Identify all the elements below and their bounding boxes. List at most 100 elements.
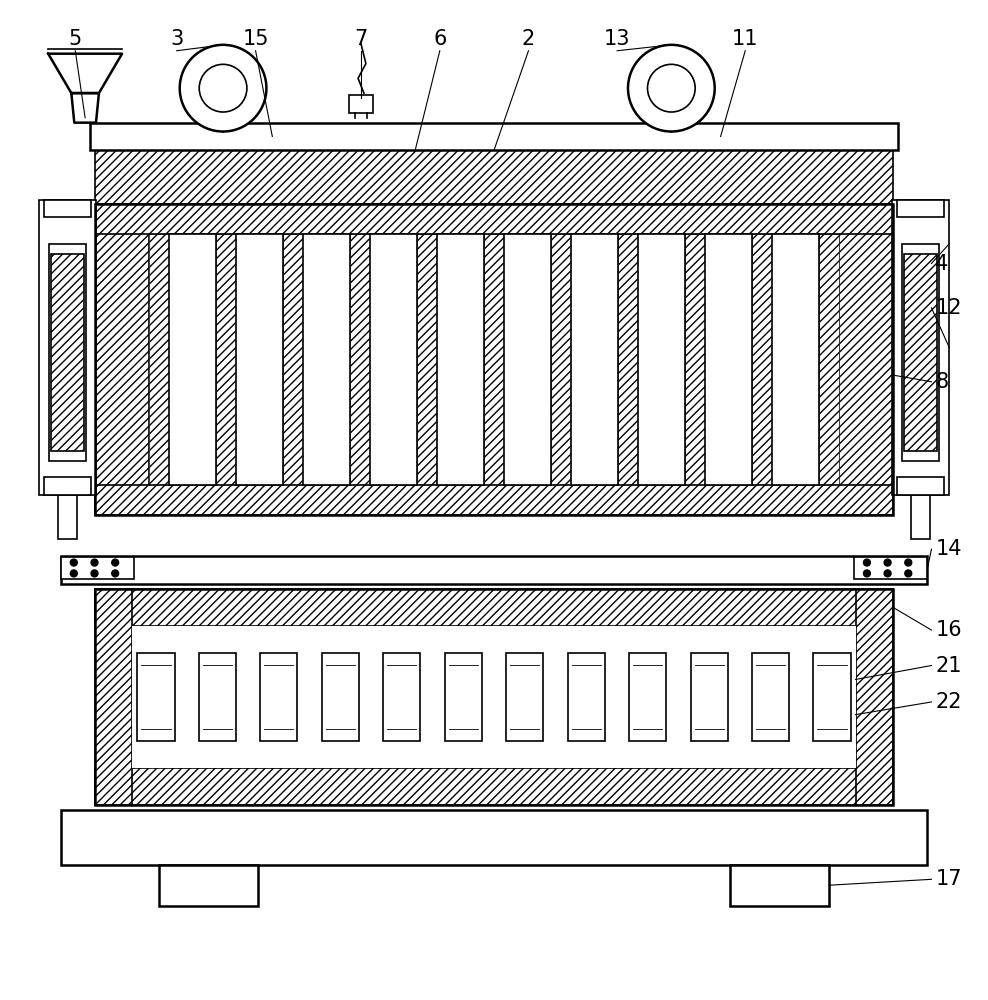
Circle shape (905, 570, 912, 577)
Circle shape (112, 570, 119, 577)
Bar (551, 234, 571, 485)
Bar (48, 244, 86, 461)
Bar (772, 234, 819, 485)
Bar (60, 557, 134, 579)
Circle shape (200, 64, 247, 112)
Text: 16: 16 (936, 620, 962, 640)
Bar (169, 234, 216, 485)
Circle shape (112, 559, 119, 566)
Bar (752, 234, 772, 485)
Bar (284, 234, 303, 485)
Bar (484, 234, 504, 485)
Text: 11: 11 (732, 29, 759, 49)
Bar (95, 204, 893, 515)
Bar (60, 810, 928, 865)
Bar (216, 234, 236, 485)
Bar (839, 204, 893, 515)
Bar (892, 200, 949, 495)
Bar (43, 477, 91, 495)
Circle shape (884, 559, 891, 566)
Text: 12: 12 (936, 298, 962, 318)
Bar (60, 556, 928, 584)
Text: 3: 3 (170, 29, 184, 49)
Bar (854, 557, 928, 579)
Bar (95, 589, 893, 805)
Bar (856, 589, 893, 805)
Bar (95, 204, 149, 515)
Bar (437, 234, 484, 485)
Circle shape (70, 559, 77, 566)
Bar (43, 200, 91, 217)
Bar (95, 589, 893, 626)
Circle shape (91, 559, 98, 566)
Bar (704, 234, 752, 485)
Bar (819, 234, 839, 485)
Bar (159, 865, 258, 906)
Bar (685, 234, 704, 485)
Bar (202, 101, 245, 123)
Bar (370, 234, 417, 485)
Text: 8: 8 (936, 372, 948, 392)
Text: 2: 2 (522, 29, 535, 49)
Text: 13: 13 (604, 29, 630, 49)
Bar (813, 653, 851, 741)
Bar (260, 653, 297, 741)
Bar (571, 234, 618, 485)
Bar (95, 204, 893, 234)
Bar (504, 234, 551, 485)
Bar (95, 589, 132, 805)
Bar (57, 495, 77, 539)
Bar (904, 254, 938, 451)
Bar (50, 254, 84, 451)
Bar (911, 495, 931, 539)
Bar (303, 234, 350, 485)
Bar (691, 653, 728, 741)
Bar (350, 234, 370, 485)
Bar (417, 234, 437, 485)
Bar (618, 234, 638, 485)
Bar (383, 653, 420, 741)
Circle shape (905, 559, 912, 566)
Circle shape (884, 570, 891, 577)
Bar (95, 150, 893, 204)
Text: 7: 7 (355, 29, 368, 49)
Circle shape (647, 64, 696, 112)
Circle shape (628, 45, 714, 132)
Bar (506, 653, 543, 741)
Circle shape (864, 559, 870, 566)
Bar (568, 653, 605, 741)
Bar (236, 234, 284, 485)
Circle shape (864, 570, 870, 577)
Bar (39, 200, 96, 495)
Bar (897, 200, 945, 217)
Text: 5: 5 (68, 29, 82, 49)
Bar (650, 101, 693, 123)
Bar (730, 865, 829, 906)
Bar (897, 477, 945, 495)
Bar (638, 234, 685, 485)
Bar (902, 244, 940, 461)
Bar (752, 653, 789, 741)
Text: 4: 4 (936, 254, 948, 274)
Bar (95, 485, 893, 515)
Bar (629, 653, 666, 741)
Text: 14: 14 (936, 539, 962, 559)
Text: 21: 21 (936, 656, 962, 676)
Bar (137, 653, 175, 741)
Circle shape (91, 570, 98, 577)
Circle shape (180, 45, 267, 132)
Bar (322, 653, 359, 741)
Bar (445, 653, 482, 741)
Circle shape (70, 570, 77, 577)
Bar (349, 95, 372, 113)
Text: 22: 22 (936, 692, 962, 712)
Bar (132, 626, 856, 768)
Bar (95, 768, 893, 805)
Bar (95, 589, 893, 805)
Bar (199, 653, 236, 741)
Text: 6: 6 (433, 29, 447, 49)
Bar (90, 123, 898, 150)
Text: 15: 15 (242, 29, 269, 49)
Bar (149, 234, 169, 485)
Text: 17: 17 (936, 869, 962, 889)
